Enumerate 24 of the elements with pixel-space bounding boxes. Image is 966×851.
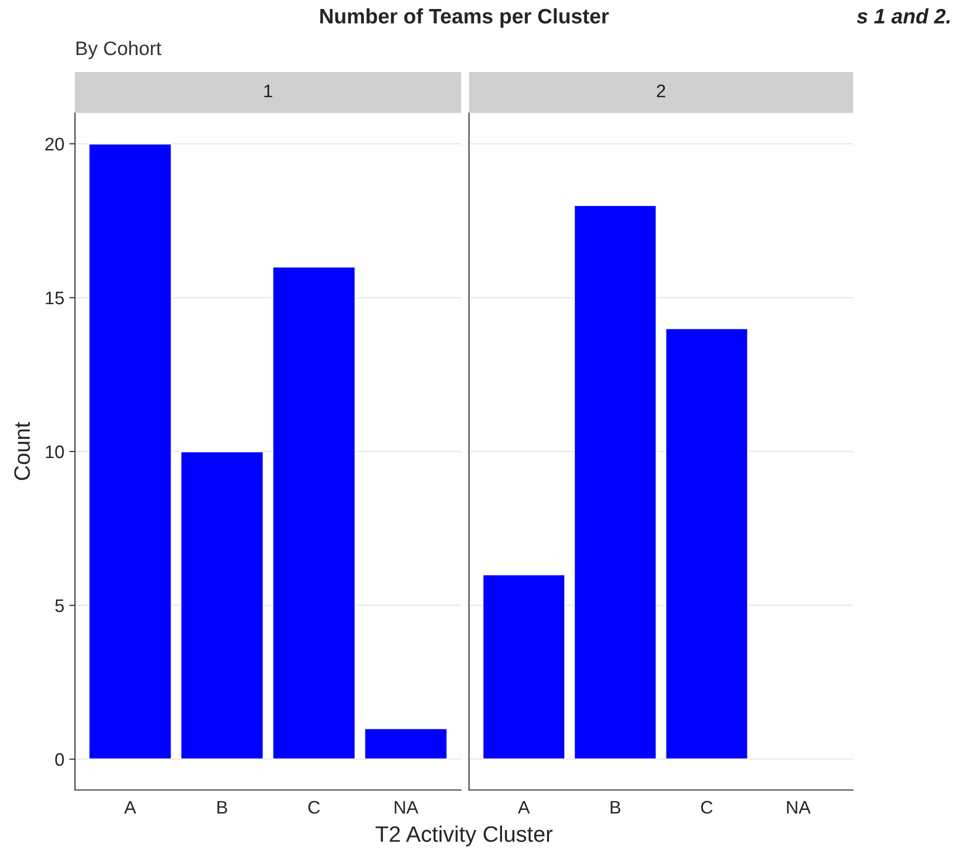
x-tick-label: B bbox=[218, 801, 228, 814]
x-tick-label: C bbox=[701, 800, 713, 814]
bar bbox=[364, 728, 448, 760]
x-tick-label: A bbox=[124, 801, 136, 814]
x-tick-label: C bbox=[308, 800, 320, 814]
bar bbox=[272, 266, 356, 760]
text: 2 bbox=[656, 84, 666, 98]
x-tick-label: B bbox=[610, 801, 620, 814]
x-tick-label: NA bbox=[787, 801, 811, 814]
bar bbox=[180, 450, 264, 760]
x-tick-label: NA bbox=[394, 801, 418, 814]
bar bbox=[88, 143, 172, 760]
y-tick-label: 20 bbox=[45, 138, 64, 150]
y-tick-label: 5 bbox=[55, 599, 64, 612]
text: 1 bbox=[264, 84, 272, 98]
text: s 1 and 2. bbox=[856, 8, 950, 24]
chart-title: Number of Teams per Cluster bbox=[320, 8, 609, 28]
y-tick-label: 15 bbox=[46, 292, 64, 304]
x-tick-label: A bbox=[518, 801, 530, 814]
y-tick-label: 0 bbox=[55, 753, 64, 766]
x-axis-title: T2 Activity Cluster bbox=[376, 826, 553, 846]
y-axis-title: Count bbox=[14, 422, 30, 480]
y-tick-label: 10 bbox=[46, 445, 64, 458]
chart-subtitle: By Cohort bbox=[76, 40, 162, 60]
